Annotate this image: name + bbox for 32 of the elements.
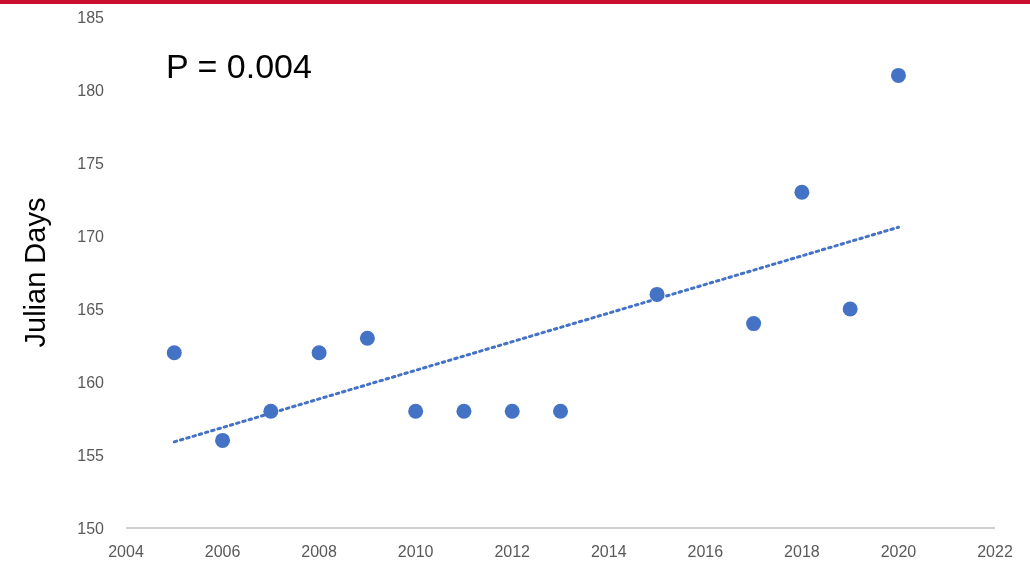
point	[504, 403, 520, 419]
x-tick-label: 2022	[977, 543, 1013, 560]
y-axis-title: Julian Days	[19, 197, 51, 348]
annotation: P = 0.004	[166, 47, 312, 85]
y-tick-label: 175	[77, 155, 105, 172]
point	[311, 345, 327, 361]
x-tick-label: 2012	[494, 543, 531, 560]
y-tick-label: 180	[77, 82, 105, 99]
point	[746, 316, 762, 332]
x-tick-label: 2020	[880, 543, 917, 560]
y-tick-label: 155	[77, 447, 105, 464]
x-tick-label: 2008	[301, 543, 338, 560]
y-tick-label: 165	[77, 301, 105, 318]
y-tick-label: 160	[77, 374, 105, 391]
y-tick-label: 170	[77, 228, 105, 245]
point	[359, 330, 375, 346]
point	[408, 403, 424, 419]
x-tick-label: 2004	[108, 543, 144, 560]
x-tick-label: 2006	[204, 543, 241, 560]
point	[166, 345, 182, 361]
y-tick-label: 150	[77, 520, 105, 537]
point	[215, 432, 231, 448]
y-tick-label: 185	[77, 9, 105, 26]
x-tick-label: 2014	[590, 543, 627, 560]
point	[890, 67, 906, 83]
point	[553, 403, 568, 419]
x-tick-label: 2018	[784, 543, 820, 560]
x-tick-label: 2016	[687, 543, 724, 560]
point	[842, 301, 858, 317]
x-tick-label: 2010	[397, 543, 434, 560]
point	[794, 184, 810, 200]
point	[456, 403, 472, 419]
